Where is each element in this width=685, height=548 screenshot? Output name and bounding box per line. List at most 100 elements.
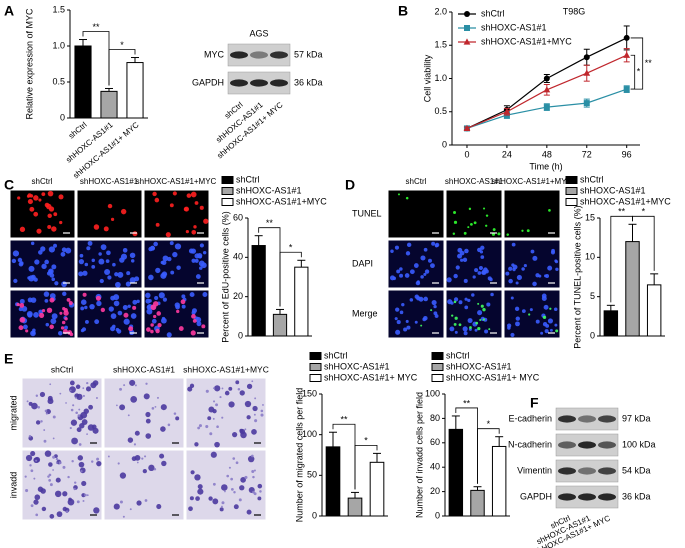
cell xyxy=(84,262,89,267)
cell xyxy=(132,299,138,305)
cell xyxy=(78,259,85,265)
cell xyxy=(31,402,38,410)
cell xyxy=(143,393,150,400)
cell xyxy=(55,461,58,464)
cell xyxy=(192,318,197,323)
cell xyxy=(33,211,39,217)
cell xyxy=(46,307,53,313)
cell xyxy=(34,494,41,501)
cell xyxy=(450,301,454,305)
cell xyxy=(79,423,85,429)
cell xyxy=(212,482,216,486)
cell xyxy=(53,243,58,248)
cell xyxy=(88,404,93,410)
bar xyxy=(74,45,92,119)
cell xyxy=(193,225,197,229)
cell xyxy=(128,326,134,332)
cell xyxy=(181,304,186,309)
cell xyxy=(154,296,159,301)
cell xyxy=(150,304,157,311)
cell xyxy=(113,300,120,307)
blot-band xyxy=(558,493,576,501)
cell xyxy=(257,496,262,501)
point xyxy=(463,124,471,131)
cell xyxy=(481,270,486,275)
significance: ** xyxy=(340,415,348,425)
cell xyxy=(406,242,412,248)
cell xyxy=(433,304,437,309)
cell xyxy=(195,496,200,501)
significance: ** xyxy=(645,58,653,68)
cell xyxy=(120,208,127,215)
cell xyxy=(48,246,56,253)
y-tick-label: 0 xyxy=(435,510,440,520)
cell xyxy=(160,404,167,411)
cell xyxy=(409,298,414,302)
cell xyxy=(484,329,489,334)
legend-label: shHOXC-AS1#1+MYC xyxy=(481,36,572,46)
cell xyxy=(49,483,53,487)
blot-label: N-cadherin xyxy=(508,439,552,449)
cell xyxy=(123,384,126,387)
cell xyxy=(61,320,66,325)
lane-label: shHOXC-AS1#1+ MYC xyxy=(533,513,612,548)
blot-band xyxy=(598,415,616,423)
cell xyxy=(224,390,230,396)
cell xyxy=(212,498,219,505)
cell xyxy=(175,416,180,421)
cell xyxy=(84,493,87,497)
cell xyxy=(167,423,171,427)
cell xyxy=(521,229,524,232)
cell xyxy=(156,396,159,399)
cell xyxy=(244,475,248,479)
cell xyxy=(191,229,197,235)
cell xyxy=(492,228,496,231)
legend-label: shHOXC-AS1#1 xyxy=(481,22,547,32)
cell xyxy=(38,198,42,202)
cell xyxy=(189,383,195,388)
legend-swatch xyxy=(221,198,234,206)
legend-swatch xyxy=(221,187,234,195)
cell xyxy=(18,325,24,331)
cell xyxy=(48,268,54,275)
cell xyxy=(117,462,120,465)
cell xyxy=(84,305,88,310)
cell xyxy=(473,221,477,225)
cell xyxy=(82,270,88,276)
blot-band xyxy=(250,51,268,59)
cell xyxy=(403,327,408,332)
micrograph xyxy=(143,189,210,239)
cell xyxy=(52,469,54,471)
cell xyxy=(55,457,59,461)
cell xyxy=(53,212,58,217)
cell xyxy=(423,247,428,252)
cell xyxy=(548,209,551,212)
cell xyxy=(199,243,204,248)
blot-band xyxy=(598,467,616,475)
cell xyxy=(89,303,95,310)
cell xyxy=(153,241,158,247)
cell xyxy=(185,230,189,234)
cell xyxy=(54,490,62,498)
cell xyxy=(510,296,514,300)
cell xyxy=(180,299,186,305)
cell xyxy=(395,307,400,312)
blot-label: MYC xyxy=(204,49,225,59)
y-axis-label: Relative expression of MYC xyxy=(24,8,34,120)
cell xyxy=(77,414,81,417)
cell xyxy=(219,507,224,512)
cell xyxy=(108,306,114,312)
cell xyxy=(129,508,132,511)
cell xyxy=(154,197,160,203)
cell xyxy=(542,315,547,319)
legend-label: shHOXC-AS1#1+MYC xyxy=(580,196,671,206)
cell xyxy=(65,510,69,514)
cell xyxy=(214,441,220,448)
significance: * xyxy=(487,419,491,429)
x-tick-label: 0 xyxy=(464,149,469,159)
cell xyxy=(49,324,54,330)
cell xyxy=(152,191,157,197)
significance-bracket xyxy=(354,444,378,490)
bar xyxy=(251,245,266,337)
cell xyxy=(260,413,264,417)
